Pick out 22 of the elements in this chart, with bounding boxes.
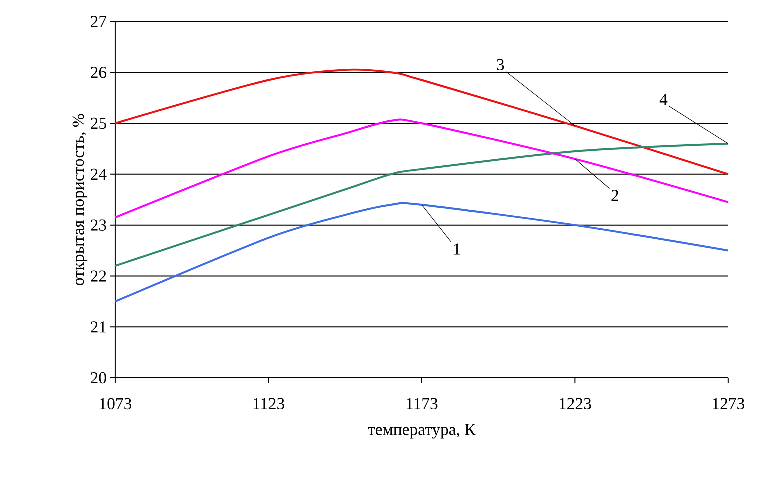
x-tick-label: 1073 [100,398,132,410]
y-tick-label: 26 [91,67,107,78]
y-tick-label: 22 [91,270,106,282]
x-tick-label: 1173 [406,398,438,410]
text: 1 [454,244,460,256]
series-label: 3 [497,59,504,71]
y-tick-label: 21 [91,322,106,333]
text: 4 [660,94,668,106]
y-tick-label: 24 [91,169,107,180]
y-tick-label: 20 [91,372,106,384]
x-tick-label: 1273 [713,398,744,410]
y-tick-label: 25 [91,118,106,130]
y-tick-label: 27 [91,16,107,28]
x-tick-label: 1223 [560,398,592,410]
x-axis-title: температура, К [368,424,476,439]
line-series [114,119,730,219]
line-series [114,69,730,176]
y-axis-title: открытая пористость, % [72,114,88,286]
x-tick-label: 1123 [254,398,284,410]
series-label: 2 [612,190,618,202]
y-tick-label: 23 [91,220,106,232]
line-series [114,143,730,268]
